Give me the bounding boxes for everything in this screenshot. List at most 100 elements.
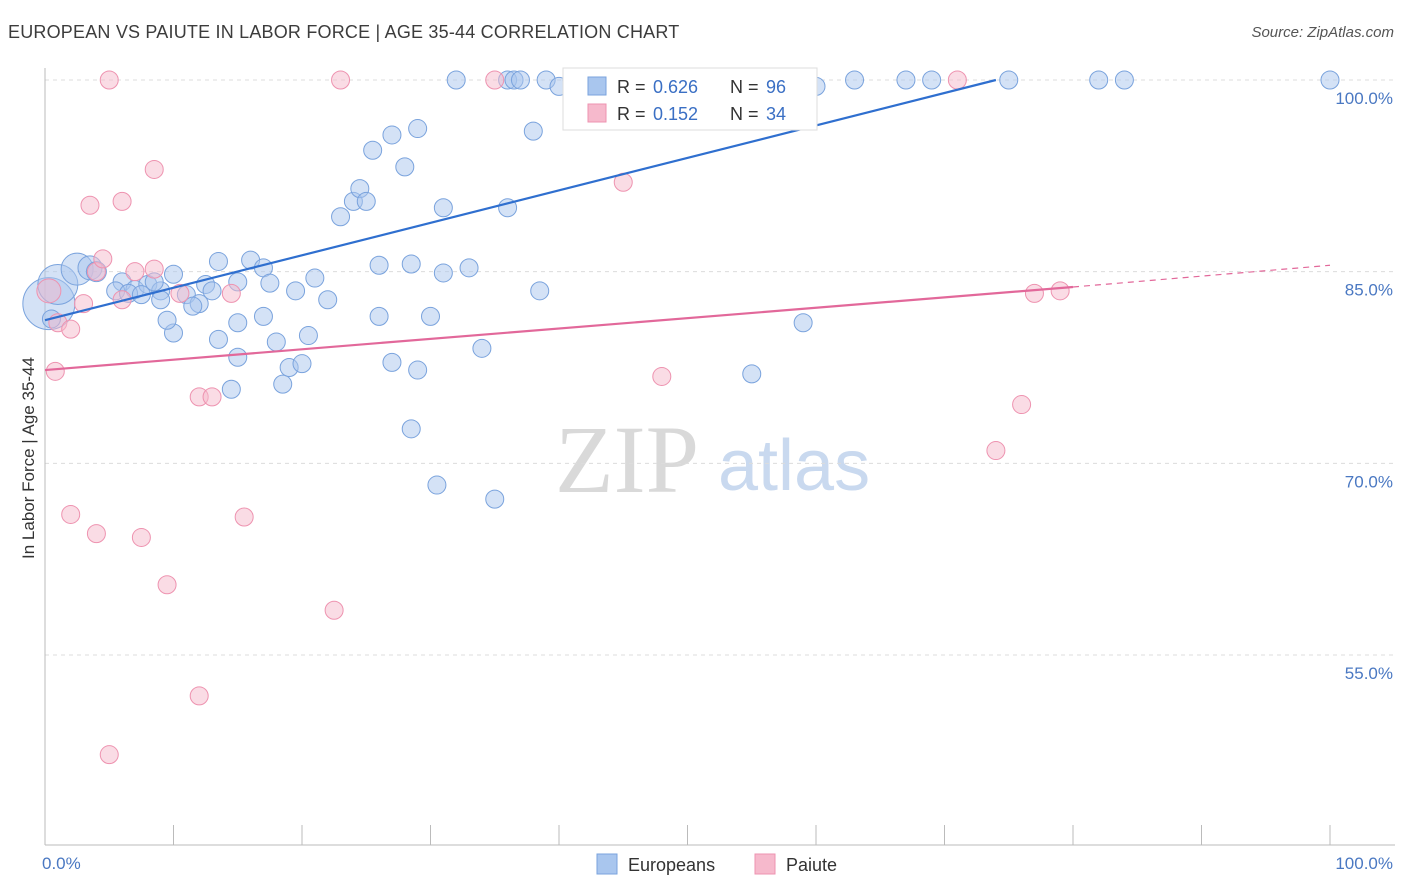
data-point-europeans <box>1320 70 1340 90</box>
data-point-europeans <box>446 70 466 90</box>
data-point-paiute <box>99 70 119 90</box>
trend-lines <box>44 78 1331 372</box>
data-point-paiute <box>125 262 145 282</box>
data-point-europeans <box>164 264 183 284</box>
data-point-paiute <box>189 686 209 706</box>
data-point-europeans <box>395 157 415 177</box>
data-point-paiute <box>986 441 1006 461</box>
data-point-paiute <box>36 278 62 304</box>
stats-r-label-paiute: R = <box>617 104 646 124</box>
data-point-europeans <box>523 121 543 141</box>
trend-line-paiute-extension <box>1072 264 1331 288</box>
data-point-paiute <box>93 249 113 269</box>
data-point-europeans <box>510 70 530 90</box>
data-point-paiute <box>61 504 81 524</box>
legend-label-europeans: Europeans <box>628 855 715 875</box>
stats-swatch-europeans <box>587 76 607 96</box>
stats-n-label-europeans: N = <box>730 77 759 97</box>
data-point-paiute <box>1050 281 1070 301</box>
data-point-europeans <box>1114 70 1134 90</box>
data-point-europeans <box>408 360 428 380</box>
data-point-paiute <box>202 387 222 407</box>
x-tick-label-max: 100.0% <box>1335 854 1393 873</box>
stats-n-value-europeans: 96 <box>766 77 786 97</box>
stats-n-value-paiute: 34 <box>766 104 786 124</box>
data-point-paiute <box>234 507 254 527</box>
axes <box>44 68 1395 846</box>
data-point-europeans <box>273 374 293 394</box>
data-point-europeans <box>408 119 428 139</box>
data-point-europeans <box>228 313 248 333</box>
data-point-europeans <box>401 419 421 439</box>
legend-label-paiute: Paiute <box>786 855 837 875</box>
data-point-europeans <box>356 191 376 211</box>
data-point-europeans <box>922 70 942 90</box>
data-point-paiute <box>144 159 164 179</box>
data-point-paiute <box>45 361 65 381</box>
legend-swatch-europeans <box>596 853 618 875</box>
y-tick-label: 55.0% <box>1345 664 1393 683</box>
series-paiute <box>36 70 1070 765</box>
data-point-europeans <box>530 281 550 301</box>
data-point-europeans <box>485 489 505 509</box>
data-point-europeans <box>433 198 453 218</box>
data-point-paiute <box>1024 283 1044 303</box>
data-point-europeans <box>401 254 421 274</box>
data-point-europeans <box>221 379 241 399</box>
data-point-paiute <box>947 70 967 90</box>
data-point-paiute <box>324 600 344 620</box>
data-point-paiute <box>652 366 672 386</box>
data-point-europeans <box>793 313 813 333</box>
trend-line-paiute <box>44 285 1074 372</box>
data-point-europeans <box>421 306 440 326</box>
x-tick-label-min: 0.0% <box>42 854 81 873</box>
y-tick-label: 100.0% <box>1335 89 1393 108</box>
data-point-europeans <box>427 475 447 495</box>
data-point-europeans <box>208 251 228 271</box>
data-point-paiute <box>112 191 132 211</box>
stats-r-label-europeans: R = <box>617 77 646 97</box>
data-point-europeans <box>298 326 318 346</box>
data-point-paiute <box>74 294 94 314</box>
data-point-paiute <box>99 745 119 765</box>
data-point-europeans <box>292 354 312 374</box>
data-point-europeans <box>266 332 286 352</box>
data-point-europeans <box>382 352 402 372</box>
data-point-europeans <box>382 125 402 145</box>
data-point-europeans <box>305 268 325 288</box>
data-point-europeans <box>260 273 280 293</box>
chart-title: EUROPEAN VS PAIUTE IN LABOR FORCE | AGE … <box>8 22 680 42</box>
data-point-paiute <box>80 195 100 215</box>
series-legend: Europeans Paiute <box>596 853 837 875</box>
stats-legend: R = 0.626 N = 96 R = 0.152 N = 34 <box>562 67 818 131</box>
y-tick-label: 85.0% <box>1345 281 1393 300</box>
data-point-europeans <box>318 290 338 310</box>
data-point-europeans <box>1089 70 1109 90</box>
y-tick-label: 70.0% <box>1345 472 1393 491</box>
data-point-europeans <box>208 329 228 349</box>
watermark-zip: ZIP <box>555 406 699 513</box>
data-point-paiute <box>157 575 177 595</box>
data-point-europeans <box>157 310 177 330</box>
data-point-paiute <box>131 527 151 547</box>
data-point-europeans <box>896 70 916 90</box>
data-point-paiute <box>1012 395 1032 415</box>
data-point-paiute <box>170 283 190 303</box>
stats-swatch-paiute <box>587 103 607 123</box>
data-point-europeans <box>459 258 479 278</box>
data-point-europeans <box>845 70 865 90</box>
data-point-europeans <box>228 347 248 367</box>
data-point-europeans <box>433 263 453 283</box>
source-credit: Source: ZipAtlas.com <box>1251 24 1394 41</box>
data-point-paiute <box>331 70 351 90</box>
y-axis-label: In Labor Force | Age 35-44 <box>19 357 38 559</box>
data-point-europeans <box>331 207 351 227</box>
stats-r-value-paiute: 0.152 <box>653 104 698 124</box>
data-point-paiute <box>86 524 106 544</box>
data-point-europeans <box>369 255 389 275</box>
stats-r-value-europeans: 0.626 <box>653 77 698 97</box>
data-point-europeans <box>363 140 383 160</box>
tick-labels: 55.0% 70.0% 85.0% 100.0% 0.0% 100.0% <box>42 89 1393 873</box>
data-point-europeans <box>202 281 222 301</box>
